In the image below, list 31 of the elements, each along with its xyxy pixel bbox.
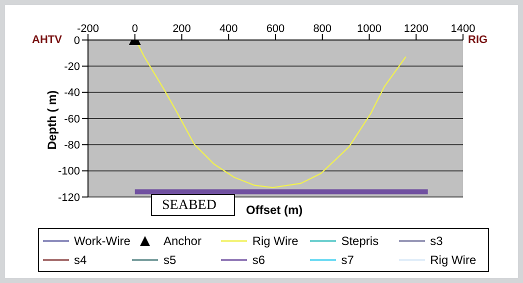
x-tick-label: -200 xyxy=(76,23,100,35)
legend-label: Stepris xyxy=(341,234,379,248)
x-axis-title: Offset (m) xyxy=(246,203,303,217)
legend-label: Anchor xyxy=(163,234,202,248)
x-tick-label: 1000 xyxy=(357,23,382,35)
legend-label: Rig Wire xyxy=(252,234,298,248)
y-axis-title: Depth ( m) xyxy=(45,90,59,150)
y-tick-label: -80 xyxy=(64,140,80,152)
text: AHTV xyxy=(32,34,62,46)
y-tick-label: -40 xyxy=(64,87,80,100)
y-tick-label: 0 xyxy=(74,34,80,47)
legend-label: s3 xyxy=(430,234,443,248)
legend-label: s4 xyxy=(74,252,87,266)
legend-label: Rig Wire xyxy=(430,252,476,266)
x-tick-label: 1200 xyxy=(404,23,428,35)
text: RIG xyxy=(468,34,488,46)
y-tick-label: -120 xyxy=(58,192,80,204)
x-tick-label: 800 xyxy=(313,23,332,35)
x-tick-label: 600 xyxy=(266,23,285,35)
legend-label: s5 xyxy=(163,252,176,266)
legend-label: Work-Wire xyxy=(74,234,130,248)
y-tick-label: -60 xyxy=(64,113,80,126)
x-tick-label: 1400 xyxy=(450,23,476,35)
text: SEABED xyxy=(151,194,235,216)
legend-label: s6 xyxy=(252,252,266,266)
legend-label: s7 xyxy=(341,252,354,266)
x-tick-label: 400 xyxy=(219,23,238,35)
x-tick-label: 0 xyxy=(132,23,138,35)
y-tick-label: -100 xyxy=(58,166,80,178)
x-tick-label: 200 xyxy=(172,23,191,35)
y-tick-label: -20 xyxy=(64,61,80,74)
